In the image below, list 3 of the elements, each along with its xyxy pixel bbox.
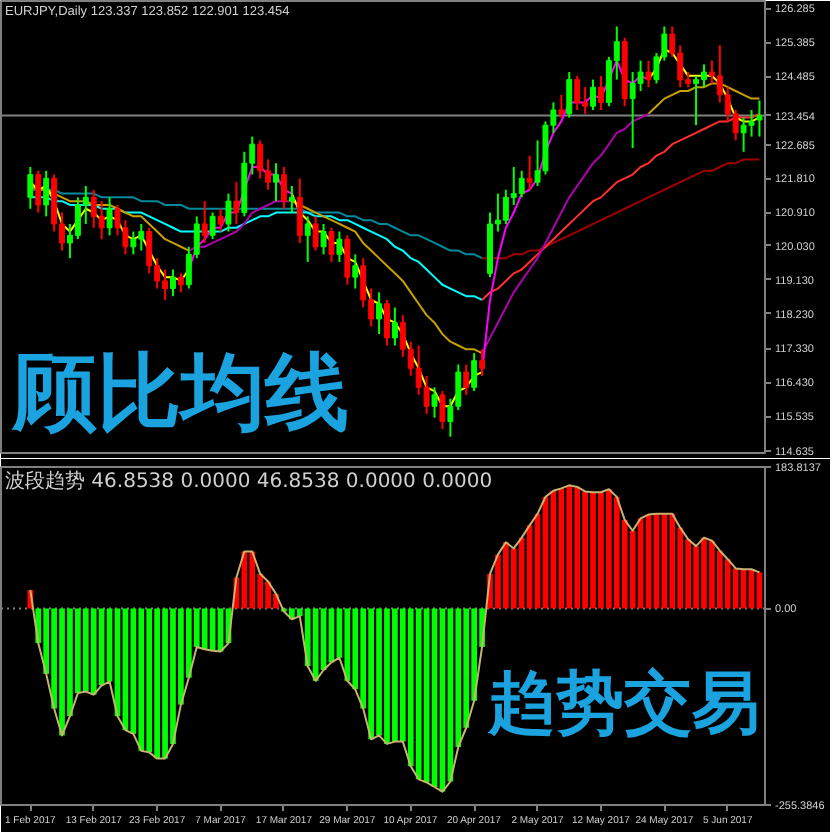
chart-title: 波段趋势 46.8538 0.0000 46.8538 0.0000 0.0000 bbox=[5, 469, 493, 493]
annotation: 顾比均线 bbox=[10, 342, 349, 441]
annotation: 趋势交易 bbox=[485, 663, 760, 744]
